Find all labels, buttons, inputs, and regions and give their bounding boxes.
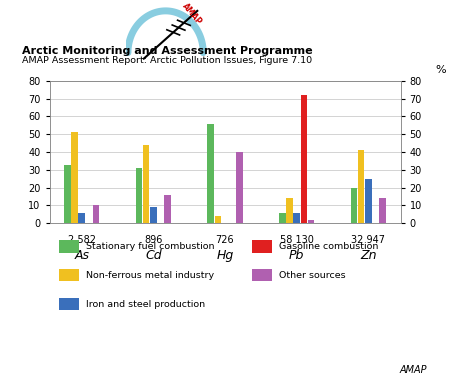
Text: Cd: Cd xyxy=(145,249,162,262)
Text: Non-ferrous metal industry: Non-ferrous metal industry xyxy=(86,271,214,280)
Text: 58 130: 58 130 xyxy=(280,235,314,245)
Bar xyxy=(351,188,357,223)
Text: As: As xyxy=(74,249,89,262)
Bar xyxy=(64,164,71,223)
Bar xyxy=(164,195,171,223)
Bar xyxy=(143,145,149,223)
Bar xyxy=(379,198,386,223)
Text: AMAP: AMAP xyxy=(400,365,428,375)
Text: %: % xyxy=(436,65,446,75)
Text: 896: 896 xyxy=(144,235,162,245)
Bar xyxy=(150,207,157,223)
Text: Stationary fuel combustion: Stationary fuel combustion xyxy=(86,242,214,251)
Bar xyxy=(93,206,99,223)
Bar xyxy=(236,152,243,223)
Bar xyxy=(71,132,78,223)
Bar xyxy=(293,213,300,223)
Text: Pb: Pb xyxy=(289,249,304,262)
Bar xyxy=(308,220,314,223)
Text: 2 582: 2 582 xyxy=(68,235,96,245)
Bar xyxy=(279,213,286,223)
Text: AMAP Assessment Report: Arctic Pollution Issues, Figure 7.10: AMAP Assessment Report: Arctic Pollution… xyxy=(22,57,313,65)
Text: 726: 726 xyxy=(216,235,234,245)
Bar xyxy=(78,213,85,223)
Text: Iron and steel production: Iron and steel production xyxy=(86,300,205,309)
Text: Gasoline combustion: Gasoline combustion xyxy=(279,242,378,251)
Bar xyxy=(136,168,142,223)
Text: 32 947: 32 947 xyxy=(351,235,385,245)
Bar xyxy=(365,179,372,223)
Bar xyxy=(215,216,221,223)
Bar xyxy=(286,198,293,223)
Text: AMAP: AMAP xyxy=(180,2,203,27)
Text: Other sources: Other sources xyxy=(279,271,346,280)
Text: Zn: Zn xyxy=(360,249,377,262)
Bar xyxy=(301,95,307,223)
Bar xyxy=(358,150,364,223)
Bar xyxy=(207,124,214,223)
Text: Arctic Monitoring and Assessment Programme: Arctic Monitoring and Assessment Program… xyxy=(22,46,313,56)
Text: Hg: Hg xyxy=(216,249,234,262)
